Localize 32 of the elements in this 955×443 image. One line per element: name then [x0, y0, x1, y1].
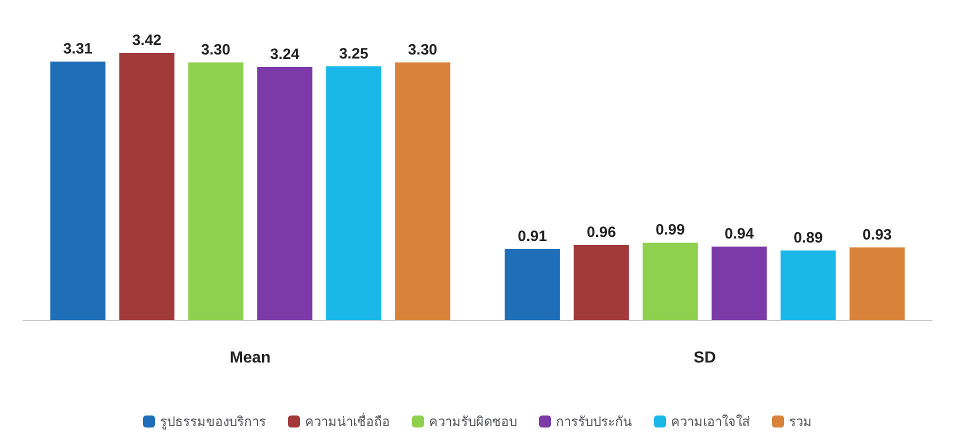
- data-label: 3.25: [339, 45, 368, 62]
- data-label: 3.24: [270, 46, 300, 64]
- bar: [326, 66, 382, 320]
- legend-label: รูปธรรมของบริการ: [160, 414, 266, 430]
- bar: [188, 62, 244, 320]
- legend-label: ความรับผิดชอบ: [429, 414, 517, 429]
- bar: [257, 67, 312, 320]
- bar: [712, 246, 767, 320]
- legend-label: การรับประกัน: [556, 414, 632, 429]
- bar: [395, 62, 450, 320]
- bar: [850, 247, 905, 320]
- bar: [119, 53, 174, 320]
- bar: [50, 62, 106, 320]
- data-label: 0.89: [794, 230, 823, 247]
- legend-label: รวม: [789, 414, 812, 429]
- x-tick-label: SD: [694, 350, 716, 366]
- data-label: 0.93: [862, 226, 892, 244]
- legend-label: ความเอาใจใส่: [671, 414, 750, 429]
- bar: [780, 250, 836, 320]
- data-label: 3.30: [408, 41, 438, 58]
- data-label: 3.30: [201, 41, 230, 58]
- data-label: 3.42: [132, 32, 162, 49]
- x-tick-label: Mean: [230, 350, 271, 366]
- bar: [574, 245, 629, 320]
- data-label: 0.94: [724, 226, 754, 243]
- data-label: 0.96: [586, 224, 616, 242]
- legend-label: ความน่าเชื่อถือ: [305, 413, 390, 429]
- data-label: 0.99: [656, 222, 685, 239]
- bar: [504, 248, 560, 320]
- bar: [642, 242, 698, 320]
- data-label: 3.31: [63, 40, 92, 58]
- data-label: 0.91: [518, 228, 547, 245]
